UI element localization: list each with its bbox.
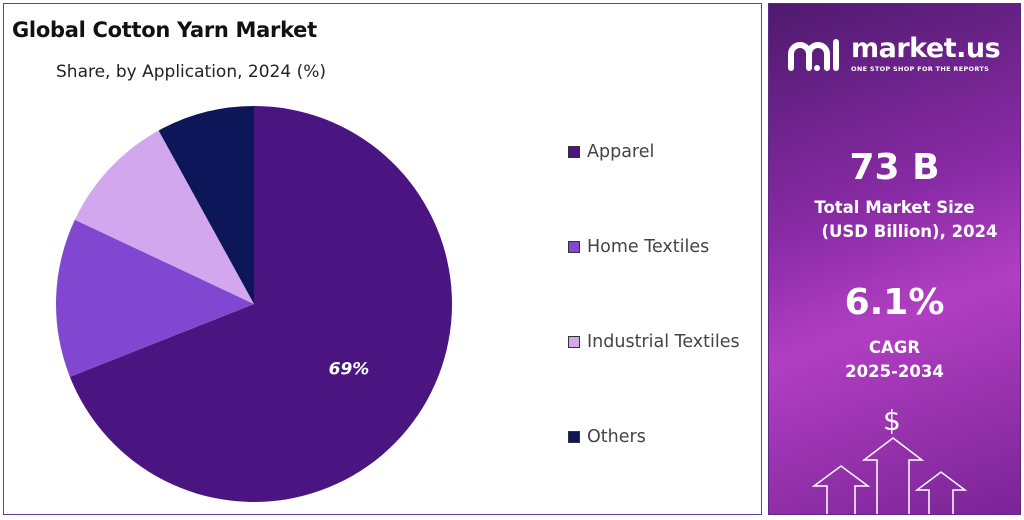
logo-icon <box>788 39 839 71</box>
legend-label: Home Textiles <box>587 237 710 257</box>
legend-item-others: Others <box>568 425 768 449</box>
brand: market.us ONE STOP SHOP FOR THE REPORTS <box>787 33 1001 74</box>
market-size-label-line1: Total Market Size <box>814 198 975 217</box>
dollar-icon: $ <box>883 404 901 437</box>
chart-subtitle: Share, by Application, 2024 (%) <box>56 62 326 82</box>
legend-item-apparel: Apparel <box>568 140 768 164</box>
market-size-value: 73 B <box>849 147 940 188</box>
pie-chart: 69% <box>55 106 453 502</box>
pie-data-label: 69% <box>329 360 370 380</box>
pie-slice-others <box>158 106 254 304</box>
chart-panel: Global Cotton Yarn Market Share, by Appl… <box>3 3 762 515</box>
legend-label: Apparel <box>587 142 655 162</box>
arrow-up-icon <box>811 437 968 514</box>
market-summary-panel: market.us ONE STOP SHOP FOR THE REPORTS … <box>768 3 1021 515</box>
pie-slice-industrial-textiles <box>74 130 255 304</box>
chart-title: Global Cotton Yarn Market <box>12 18 317 42</box>
pie-slice-home-textiles <box>55 219 254 377</box>
chart-legend: Apparel Home Textiles Industrial Textile… <box>568 140 768 520</box>
cagr-value: 6.1% <box>844 282 945 323</box>
legend-swatch <box>568 146 580 158</box>
legend-item-industrial-textiles: Industrial Textiles <box>568 330 768 354</box>
brand-name: market.us <box>851 33 1001 64</box>
legend-label: Industrial Textiles <box>587 332 740 352</box>
pie-slice-apparel <box>69 106 453 502</box>
cagr-period: 2025-2034 <box>845 362 944 381</box>
market-size-label-line2: (USD Billion), 2024 <box>821 222 998 241</box>
brand-tagline: ONE STOP SHOP FOR THE REPORTS <box>851 65 990 73</box>
legend-swatch <box>568 241 580 253</box>
cagr-label: CAGR <box>868 338 921 357</box>
legend-swatch <box>568 431 580 443</box>
legend-swatch <box>568 336 580 348</box>
legend-label: Others <box>587 427 646 447</box>
legend-item-home-textiles: Home Textiles <box>568 235 768 259</box>
